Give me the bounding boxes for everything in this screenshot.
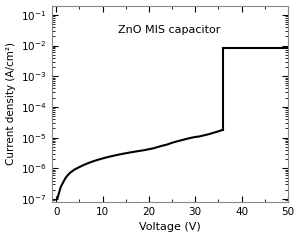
Text: ZnO MIS capacitor: ZnO MIS capacitor <box>118 25 220 35</box>
X-axis label: Voltage (V): Voltage (V) <box>139 223 201 233</box>
Y-axis label: Current density (A/cm²): Current density (A/cm²) <box>6 42 16 165</box>
